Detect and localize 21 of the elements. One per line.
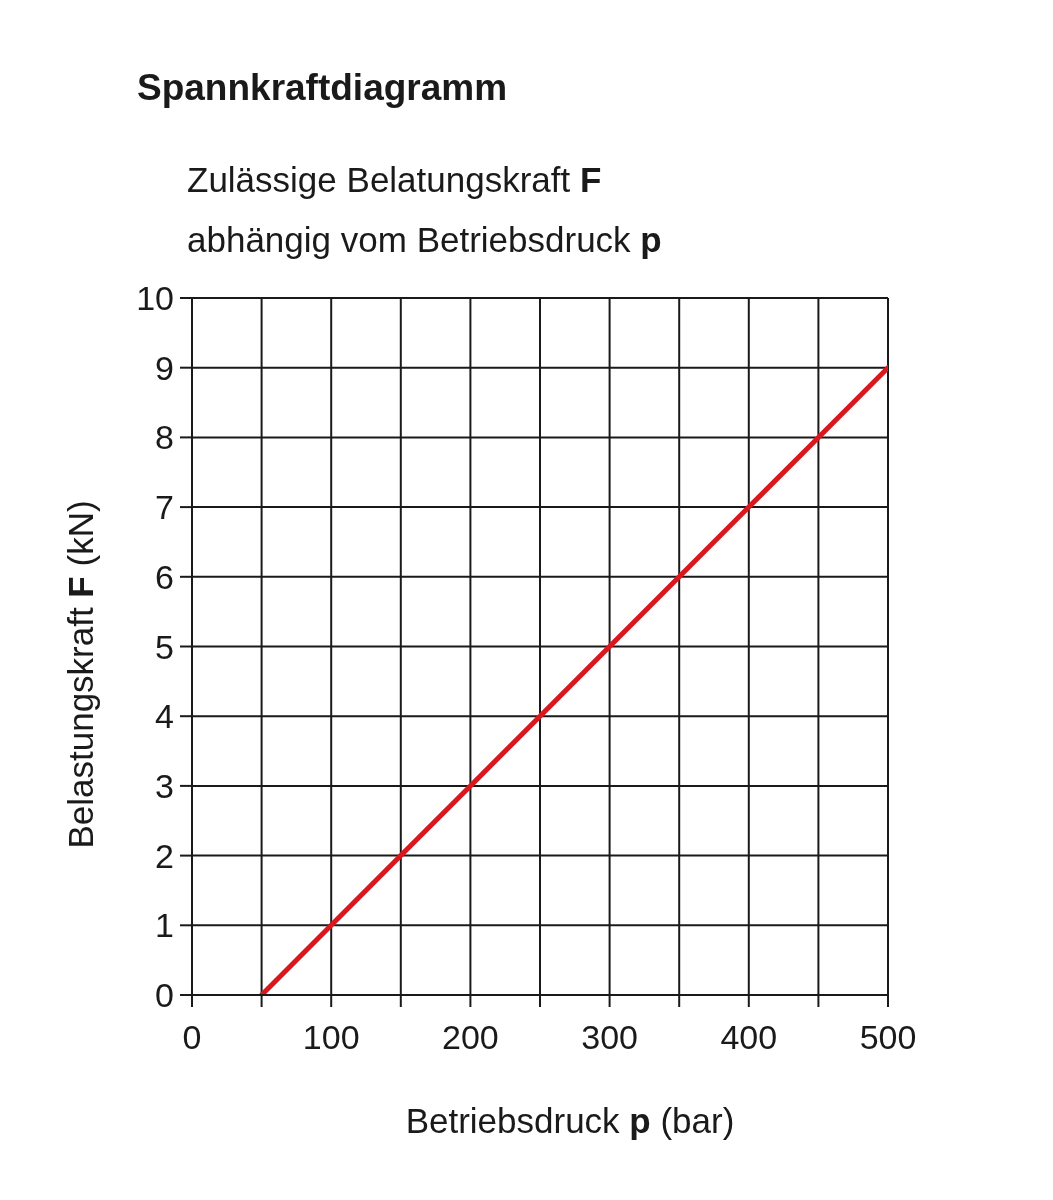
y-tick-label: 0 [155, 976, 174, 1015]
x-tick-label: 400 [720, 1018, 778, 1057]
y-tick-label: 5 [155, 627, 174, 666]
y-tick-label: 8 [155, 418, 174, 457]
y-tick-label: 6 [155, 557, 174, 596]
x-tick-label: 0 [182, 1018, 202, 1057]
y-tick-label: 10 [136, 279, 174, 318]
y-tick-label: 1 [155, 906, 174, 945]
text: Zulässige Belatungskraft F abhängig vom Betriebsdruck p [187, 160, 662, 259]
x-tick-label: 100 [302, 1018, 360, 1057]
x-tick-label: 200 [442, 1018, 499, 1057]
y-tick-label: 2 [155, 836, 174, 875]
y-tick-label: 3 [155, 766, 174, 805]
y-tick-label: 4 [155, 697, 174, 736]
y-tick-label: 9 [155, 348, 174, 387]
x-axis-title: Betriebsdruck p (bar) [405, 1100, 735, 1140]
x-tick-label: 500 [859, 1018, 917, 1057]
y-tick-label: 7 [155, 488, 174, 527]
chart-title: Spannkraftdiagramm [137, 66, 508, 110]
x-tick-label: 300 [581, 1018, 638, 1057]
y-axis-title: Belastungskraft F (kN) [60, 500, 100, 849]
